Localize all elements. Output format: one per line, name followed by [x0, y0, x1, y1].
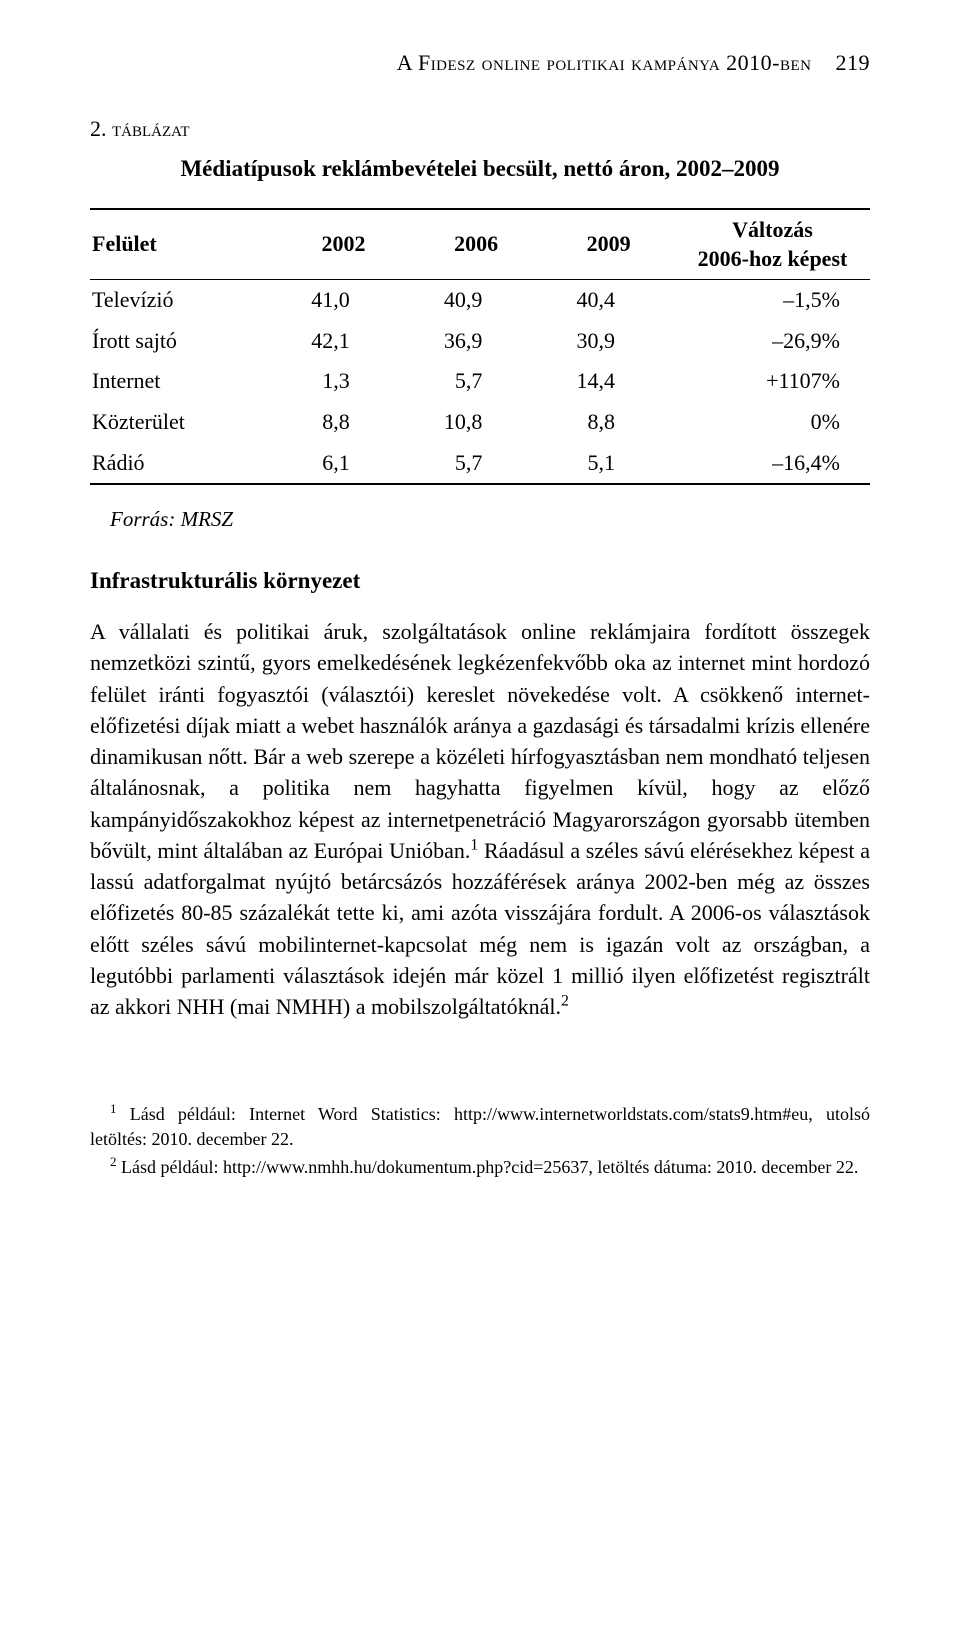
footnote-1: 1 Lásd például: Internet Word Statistics… [90, 1102, 870, 1151]
row-c2: 36,9 [410, 321, 543, 362]
row-change: 0% [675, 402, 870, 443]
row-label: Internet [90, 361, 277, 402]
row-label: Közterület [90, 402, 277, 443]
row-c1: 41,0 [277, 280, 410, 321]
footnote-2: 2 Lásd például: http://www.nmhh.hu/dokum… [90, 1155, 870, 1179]
row-c1: 8,8 [277, 402, 410, 443]
col-2006: 2006 [410, 209, 543, 280]
row-change: +1107% [675, 361, 870, 402]
col-felulet: Felület [90, 209, 277, 280]
body-paragraph: A vállalati és politikai áruk, szolgálta… [90, 616, 870, 1022]
running-head: A Fidesz online politikai kampánya 2010-… [90, 50, 870, 76]
row-c2: 5,7 [410, 361, 543, 402]
media-revenue-table: Felület 2002 2006 2009 Változás 2006-hoz… [90, 208, 870, 485]
row-change: –1,5% [675, 280, 870, 321]
table-header-row: Felület 2002 2006 2009 Változás 2006-hoz… [90, 209, 870, 280]
row-label: Televízió [90, 280, 277, 321]
row-c2: 5,7 [410, 443, 543, 485]
col-change-line2: 2006-hoz képest [698, 246, 848, 271]
table-row: Rádió 6,1 5,7 5,1 –16,4% [90, 443, 870, 485]
table-source: Forrás: MRSZ [110, 507, 870, 532]
row-c3: 30,9 [542, 321, 675, 362]
table-row: Internet 1,3 5,7 14,4 +1107% [90, 361, 870, 402]
row-change: –26,9% [675, 321, 870, 362]
row-label: Írott sajtó [90, 321, 277, 362]
table-row: Közterület 8,8 10,8 8,8 0% [90, 402, 870, 443]
row-label: Rádió [90, 443, 277, 485]
row-c3: 5,1 [542, 443, 675, 485]
row-c2: 40,9 [410, 280, 543, 321]
col-2009: 2009 [542, 209, 675, 280]
col-change-line1: Változás [732, 217, 813, 242]
row-c1: 42,1 [277, 321, 410, 362]
row-change: –16,4% [675, 443, 870, 485]
running-title: A Fidesz online politikai kampánya 2010-… [397, 50, 812, 75]
col-change: Változás 2006-hoz képest [675, 209, 870, 280]
section-title: Infrastrukturális környezet [90, 568, 870, 594]
row-c2: 10,8 [410, 402, 543, 443]
row-c1: 6,1 [277, 443, 410, 485]
page-number: 219 [836, 50, 871, 75]
table-row: Írott sajtó 42,1 36,9 30,9 –26,9% [90, 321, 870, 362]
table-title: Médiatípusok reklámbevételei becsült, ne… [90, 156, 870, 182]
row-c1: 1,3 [277, 361, 410, 402]
table-label: 2. táblázat [90, 116, 870, 142]
col-2002: 2002 [277, 209, 410, 280]
row-c3: 40,4 [542, 280, 675, 321]
row-c3: 8,8 [542, 402, 675, 443]
row-c3: 14,4 [542, 361, 675, 402]
table-row: Televízió 41,0 40,9 40,4 –1,5% [90, 280, 870, 321]
